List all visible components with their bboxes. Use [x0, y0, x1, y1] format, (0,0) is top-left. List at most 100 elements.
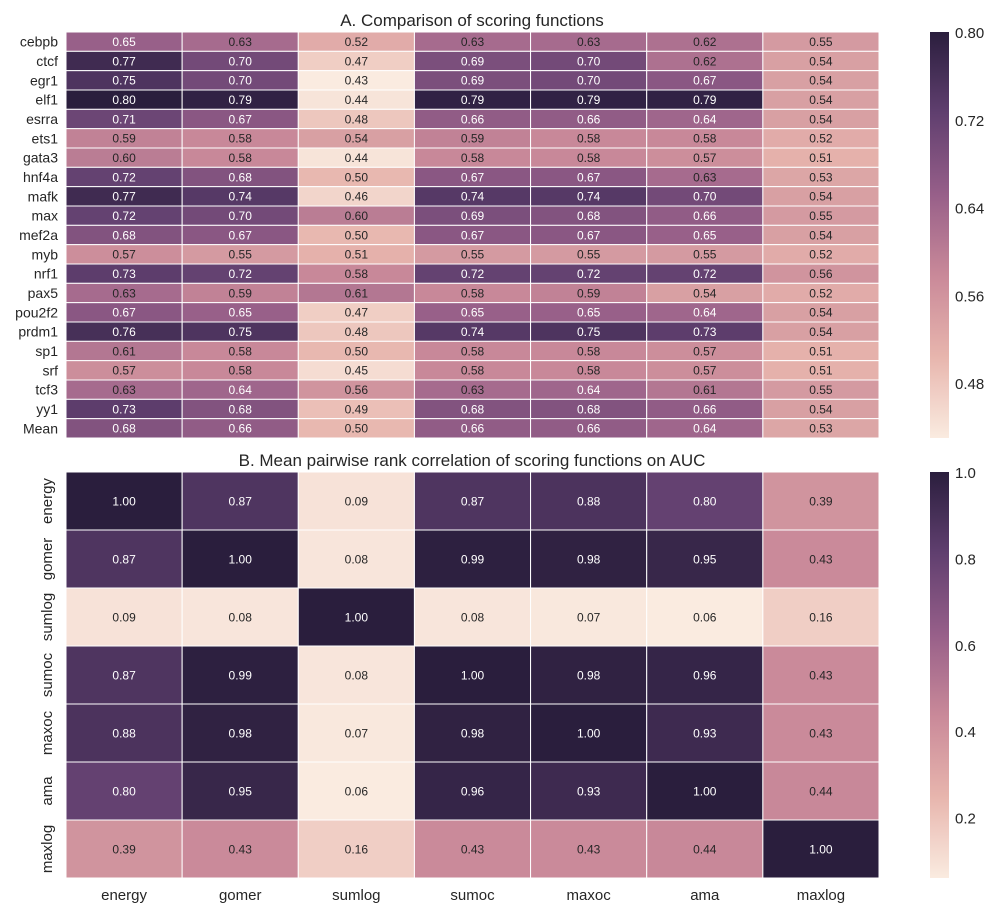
cell-value-label: 0.65 [577, 306, 601, 320]
cell-value-label: 0.87 [112, 552, 136, 566]
cell-value-label: 0.66 [577, 422, 601, 436]
cell-value-label: 0.60 [112, 151, 136, 165]
heatmap-cell [297, 761, 415, 821]
cell-value-label: 0.54 [809, 112, 833, 126]
chart-a-title: A. Comparison of scoring functions [340, 11, 604, 30]
cell-value-label: 0.69 [461, 74, 485, 88]
cell-value-label: 0.64 [693, 422, 717, 436]
row-label: sp1 [35, 343, 58, 359]
row-label: max [32, 208, 58, 224]
cell-value-label: 0.54 [693, 286, 717, 300]
cell-value-label: 0.65 [229, 306, 253, 320]
cell-value-label: 0.57 [693, 151, 717, 165]
cell-value-label: 0.58 [229, 151, 253, 165]
cell-value-label: 0.73 [112, 267, 136, 281]
heatmap-cell [646, 645, 764, 705]
cell-value-label: 0.99 [229, 668, 253, 682]
heatmap-cell [297, 529, 415, 589]
cell-value-label: 0.63 [577, 35, 601, 49]
cell-value-label: 0.66 [461, 422, 485, 436]
cell-value-label: 0.87 [112, 668, 136, 682]
cell-value-label: 0.64 [229, 383, 253, 397]
cell-value-label: 0.54 [809, 54, 833, 68]
cell-value-label: 0.08 [345, 668, 369, 682]
cell-value-label: 0.69 [461, 54, 485, 68]
cell-value-label: 0.63 [112, 286, 136, 300]
cell-value-label: 0.51 [809, 364, 833, 378]
cell-value-label: 0.93 [577, 784, 601, 798]
heatmap-cell [413, 471, 532, 531]
cell-value-label: 0.66 [229, 422, 253, 436]
cell-value-label: 0.70 [577, 54, 601, 68]
cell-value-label: 0.95 [229, 784, 253, 798]
cell-value-label: 0.96 [693, 668, 717, 682]
cell-value-label: 0.59 [229, 286, 253, 300]
cell-value-label: 0.59 [112, 132, 136, 146]
cell-value-label: 0.99 [461, 552, 485, 566]
cell-value-label: 0.67 [461, 228, 485, 242]
cell-value-label: 0.57 [112, 364, 136, 378]
cell-value-label: 0.55 [693, 248, 717, 262]
cell-value-label: 0.68 [112, 228, 136, 242]
heatmap-cell [413, 703, 532, 763]
cell-value-label: 0.64 [693, 112, 717, 126]
cell-value-label: 0.58 [345, 267, 369, 281]
cell-value-label: 0.98 [461, 726, 485, 740]
cell-value-label: 1.00 [112, 494, 136, 508]
heatmap-cell [762, 418, 880, 439]
cell-value-label: 0.72 [112, 170, 136, 184]
row-label: sumlog [39, 593, 56, 641]
cell-value-label: 0.98 [577, 668, 601, 682]
column-label: gomer [219, 887, 262, 904]
cell-value-label: 0.79 [577, 93, 601, 107]
heatmap-cell [762, 529, 880, 589]
cell-value-label: 0.87 [461, 494, 485, 508]
cell-value-label: 0.43 [809, 726, 833, 740]
heatmap-b-row-labels: energy gomer sumlog sumoc maxoc ama maxlog [39, 478, 56, 874]
cell-value-label: 0.44 [693, 842, 717, 856]
cell-value-label: 0.56 [809, 267, 833, 281]
row-label: ctcf [36, 53, 58, 69]
cell-value-label: 0.88 [577, 494, 601, 508]
cell-value-label: 0.70 [229, 74, 253, 88]
cell-value-label: 0.72 [229, 267, 253, 281]
colorbar-tick-label: 0.80 [955, 25, 984, 42]
column-label: sumoc [450, 887, 495, 904]
cell-value-label: 0.66 [577, 112, 601, 126]
cell-value-label: 0.98 [229, 726, 253, 740]
row-label: Mean [23, 420, 58, 436]
row-label: ama [39, 776, 56, 806]
cell-value-label: 0.58 [461, 151, 485, 165]
cell-value-label: 0.52 [809, 248, 833, 262]
cell-value-label: 0.67 [577, 170, 601, 184]
cell-value-label: 0.59 [577, 286, 601, 300]
cell-value-label: 0.87 [229, 494, 253, 508]
cell-value-label: 0.58 [577, 151, 601, 165]
row-label: myb [32, 246, 59, 262]
cell-value-label: 0.80 [112, 93, 136, 107]
cell-value-label: 0.58 [693, 132, 717, 146]
chart-b-title: B. Mean pairwise rank correlation of sco… [239, 451, 706, 470]
cell-value-label: 0.61 [345, 286, 369, 300]
heatmap-cell [762, 761, 880, 821]
heatmap-cell [65, 645, 183, 705]
cell-value-label: 0.68 [461, 402, 485, 416]
cell-value-label: 0.70 [693, 190, 717, 204]
cell-value-label: 0.75 [577, 325, 601, 339]
heatmap-cell [530, 587, 648, 647]
cell-value-label: 0.64 [693, 306, 717, 320]
heatmap-b-cells: 1.00 0.87 0.09 0.87 0.88 0.80 0.39 0.87 1.00 0.08… [65, 471, 880, 879]
cell-value-label: 0.58 [577, 364, 601, 378]
row-label: pax5 [28, 285, 59, 301]
heatmap-cell [646, 471, 764, 531]
cell-value-label: 0.60 [345, 209, 369, 223]
cell-value-label: 0.58 [229, 344, 253, 358]
cell-value-label: 1.00 [345, 610, 369, 624]
heatmap-cell [530, 645, 648, 705]
cell-value-label: 0.48 [345, 112, 369, 126]
cell-value-label: 0.16 [345, 842, 369, 856]
cell-value-label: 0.54 [809, 306, 833, 320]
heatmap-b: B. Mean pairwise rank correlation of sco… [39, 451, 976, 904]
cell-value-label: 0.08 [461, 610, 485, 624]
heatmap-cell [181, 819, 299, 879]
